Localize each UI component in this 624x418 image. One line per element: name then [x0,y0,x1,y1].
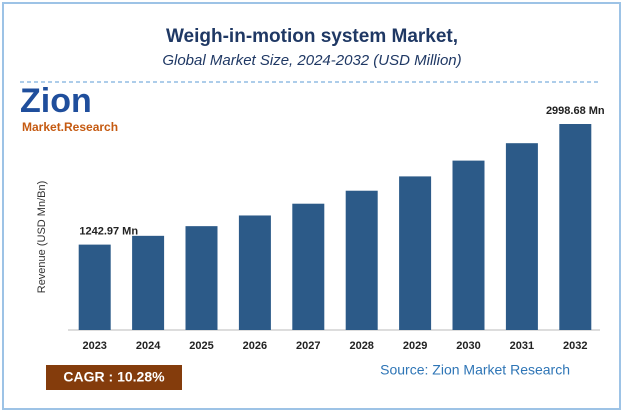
bar [399,176,432,330]
x-tick-label: 2024 [136,340,161,352]
bar [185,226,218,330]
bar [292,203,325,330]
x-tick-label: 2029 [403,340,427,352]
x-tick-label: 2025 [189,340,213,352]
bar [452,160,485,330]
x-tick-label: 2026 [243,340,267,352]
bar [78,244,111,330]
cagr-text: CAGR : 10.28% [63,369,165,385]
bar [238,215,271,330]
x-tick-label: 2030 [456,340,480,352]
value-label: 1242.97 Mn [79,226,138,238]
x-tick-label: 2032 [563,340,587,352]
logo-name: Zion [20,82,92,120]
logo-tagline: Market.Research [22,120,118,134]
bar [132,235,165,330]
source: Source: Zion Market Research [380,362,570,378]
bar [505,143,538,330]
cagr-box [46,365,182,390]
bar [345,190,378,330]
chart-subtitle: Global Market Size, 2024-2032 (USD Milli… [162,52,461,69]
y-axis-label: Revenue (USD Mn/Bn) [36,181,48,294]
bar [559,124,592,330]
x-tick-label: 2028 [349,340,373,352]
chart-title: Weigh-in-motion system Market, [166,26,458,47]
x-tick-label: 2031 [510,340,534,352]
x-tick-label: 2027 [296,340,320,352]
x-tick-label: 2023 [82,340,106,352]
value-label: 2998.68 Mn [546,105,605,117]
